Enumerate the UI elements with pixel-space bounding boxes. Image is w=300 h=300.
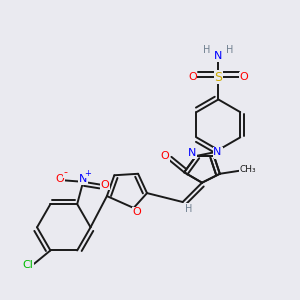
Text: S: S	[214, 71, 222, 84]
Text: H: H	[203, 45, 211, 56]
Text: +: +	[84, 169, 91, 178]
Text: H: H	[226, 45, 233, 56]
Text: N: N	[213, 147, 222, 158]
Text: O: O	[188, 72, 197, 82]
Text: N: N	[188, 148, 197, 158]
Text: O: O	[55, 174, 64, 184]
Text: O: O	[101, 180, 110, 190]
Text: O: O	[132, 207, 141, 218]
Text: -: -	[63, 167, 67, 177]
Text: Cl: Cl	[23, 260, 34, 270]
Text: CH₃: CH₃	[240, 165, 256, 174]
Text: N: N	[79, 174, 87, 184]
Text: O: O	[160, 151, 169, 161]
Text: N: N	[214, 51, 223, 62]
Text: O: O	[240, 72, 249, 82]
Text: N: N	[214, 148, 223, 158]
Text: H: H	[185, 204, 192, 214]
